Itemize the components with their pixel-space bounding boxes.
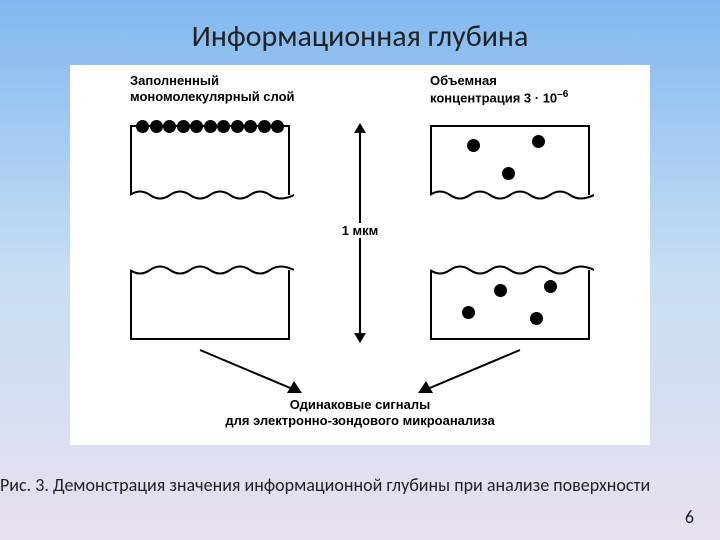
particle-icon [462,306,475,319]
torn-edge-icon [430,188,594,202]
particle-icon [502,167,515,180]
left-label-line2: мономолекулярный слой [130,89,295,104]
torn-edge-icon [130,188,294,202]
right-label-line1: Объемная [430,73,497,88]
diagram-figure: Заполненный мономолекулярный слой Объемн… [70,65,650,445]
box-upper-left [130,125,290,195]
page-number: 6 [685,506,694,528]
box-lower-left [130,270,290,340]
figure-caption: Рис. 3. Демонстрация значения информацио… [0,474,650,496]
signal-line1: Одинаковые сигналы [290,397,430,412]
torn-edge-icon [430,263,594,277]
torn-edge-icon [130,263,294,277]
signal-line2: для электронно-зондового микроанализа [225,413,494,428]
right-label-line2: концентрация 3 · 10 [430,91,557,106]
depth-label: 1 мкм [338,223,383,238]
right-column-label: Объемная концентрация 3 · 10–6 [430,73,568,107]
particle-icon [532,135,545,148]
particle-icon [494,284,507,297]
monolayer-dots [136,120,284,134]
left-label-line1: Заполненный [130,73,219,88]
box-upper-right [430,125,590,195]
particle-icon [467,139,480,152]
left-column-label: Заполненный мономолекулярный слой [130,73,295,106]
page-title: Информационная глубина [0,0,720,65]
converge-arrow-right-icon [410,345,530,400]
converge-arrow-left-icon [190,345,310,400]
box-lower-right [430,270,590,340]
signal-label: Одинаковые сигналы для электронно-зондов… [225,397,494,430]
particle-icon [544,280,557,293]
particle-icon [530,312,543,325]
right-label-exp: –6 [557,89,568,100]
